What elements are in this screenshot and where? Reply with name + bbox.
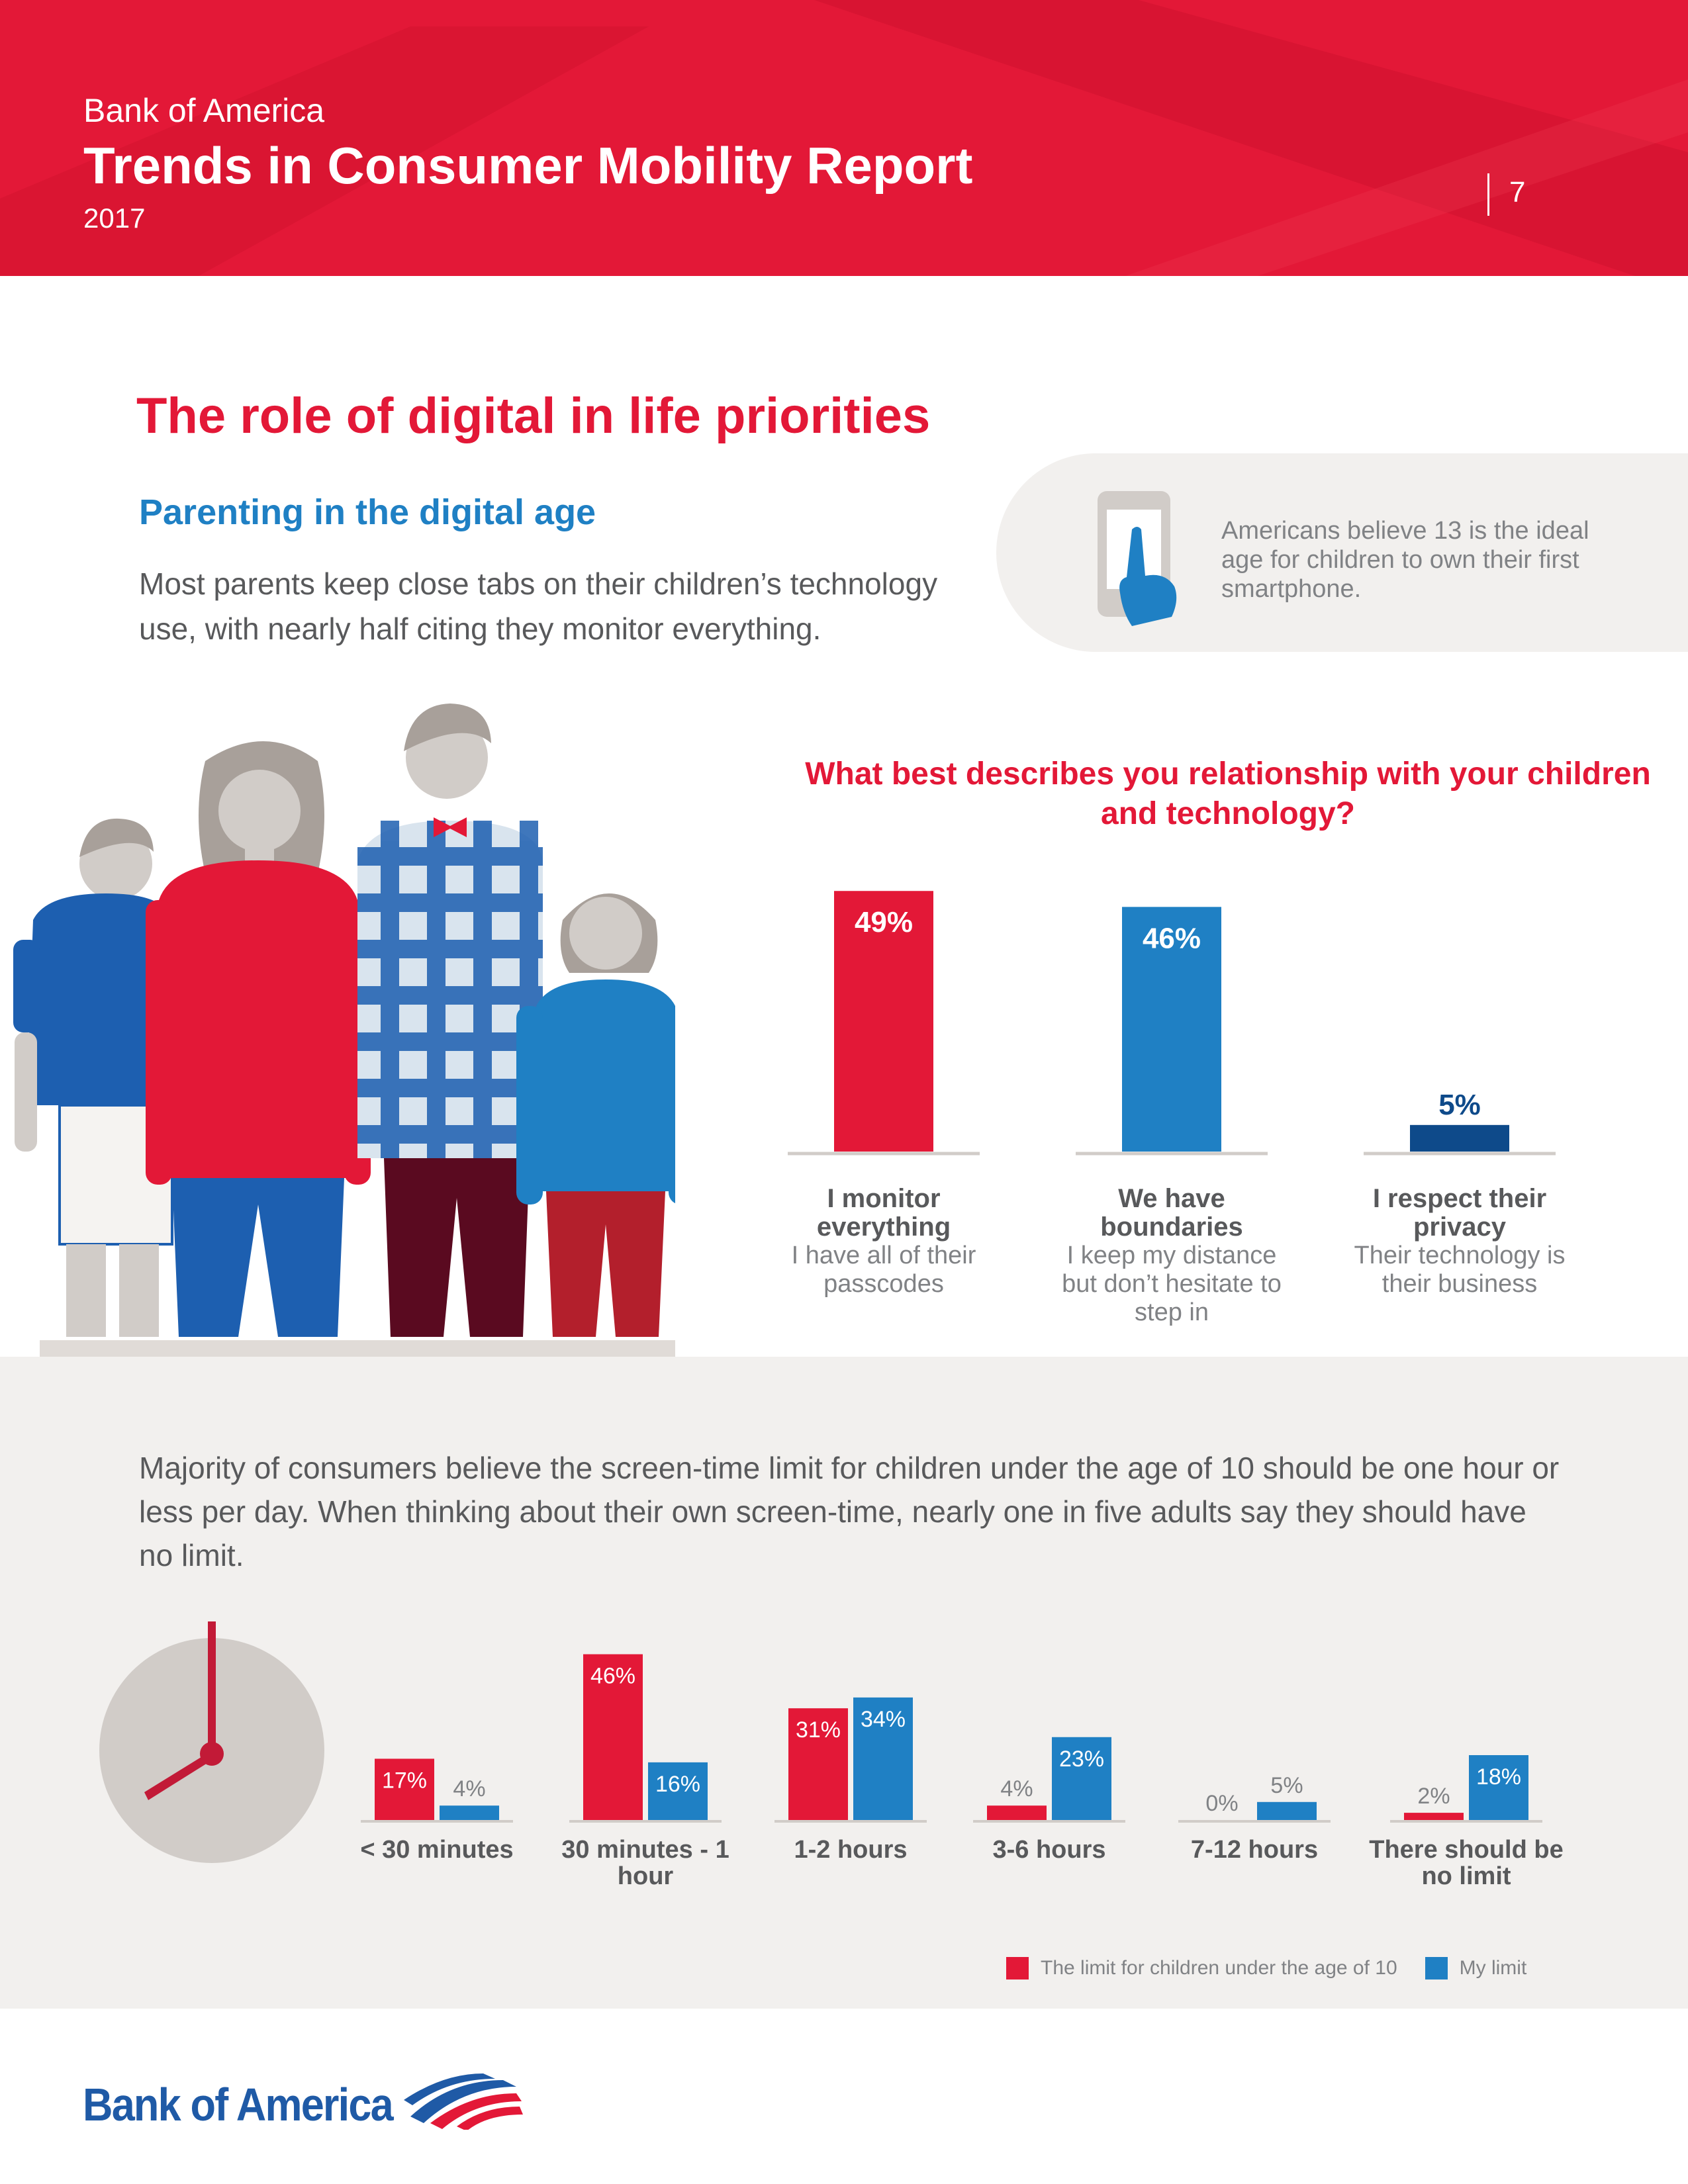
data-label: 18%: [1476, 1764, 1521, 1790]
category-description: Their technology is their business: [1354, 1242, 1566, 1298]
question-bar-chart: 49% 46% 5%: [788, 891, 1556, 1156]
report-year: 2017: [83, 203, 146, 234]
data-label: 46%: [1143, 922, 1201, 954]
data-label: 31%: [796, 1717, 841, 1743]
report-title: Trends in Consumer Mobility Report: [83, 136, 973, 195]
category-label: 1-2 hours: [794, 1836, 908, 1864]
category-label: 7-12 hours: [1190, 1836, 1319, 1864]
screen-time-bar-chart: 17% 4% 46% 16% 31% 34% 4% 23% 0% 5% 2% 18%: [361, 1654, 1542, 1823]
section-subtitle: Parenting in the digital age: [139, 492, 596, 532]
bar: [1257, 1801, 1317, 1820]
category-title: I monitor everything: [816, 1184, 951, 1242]
category-label: We have boundaries I keep my distance but…: [1053, 1185, 1291, 1327]
page-number-divider: [1487, 173, 1489, 216]
father-figure: [357, 704, 543, 1337]
legend-label: The limit for children under the age of …: [1041, 1956, 1397, 1979]
category-title: I respect their privacy: [1372, 1184, 1547, 1242]
data-label: 46%: [590, 1664, 635, 1689]
category-description: I have all of their passcodes: [791, 1242, 976, 1298]
legend-item: The limit for children under the age of …: [1006, 1956, 1397, 1979]
category-title: We have boundaries: [1100, 1184, 1243, 1242]
data-label: 0%: [1205, 1791, 1238, 1816]
bar: [853, 1697, 913, 1820]
legend-swatch: [1425, 1956, 1448, 1979]
data-label: 4%: [1000, 1776, 1033, 1801]
data-label: 23%: [1059, 1747, 1104, 1772]
category-label: 3-6 hours: [992, 1836, 1106, 1864]
category-label: I monitor everything I have all of their …: [765, 1185, 1003, 1298]
data-label: 49%: [855, 906, 913, 938]
bar: [648, 1762, 708, 1820]
legend-item: My limit: [1425, 1956, 1527, 1979]
data-label: 5%: [1270, 1773, 1303, 1798]
data-label: 4%: [453, 1776, 485, 1801]
bar: [1052, 1737, 1111, 1820]
header-brand: Bank of America: [83, 92, 325, 129]
bar: [583, 1654, 643, 1820]
mother-figure: [146, 741, 371, 1337]
data-label: 34%: [861, 1707, 906, 1732]
data-label: 2%: [1417, 1784, 1450, 1809]
bar: [987, 1805, 1047, 1820]
bar: [1122, 907, 1221, 1152]
bar: [1404, 1813, 1464, 1820]
clock-icon: [99, 1621, 324, 1863]
category-label: I respect their privacy Their technology …: [1340, 1185, 1579, 1298]
footer-logo-text: Bank of America: [83, 2079, 394, 2130]
smartphone-hand-icon: [1098, 491, 1177, 626]
bar: [375, 1758, 434, 1820]
legend-swatch: [1006, 1956, 1029, 1979]
category-description: I keep my distance but don’t hesitate to…: [1062, 1242, 1282, 1326]
bar: [1410, 1124, 1509, 1152]
callout-text: Americans believe 13 is the ideal age fo…: [1221, 517, 1589, 603]
data-label: 17%: [382, 1768, 427, 1793]
family-illustration: [13, 704, 675, 1360]
category-label: There should be no limit: [1369, 1836, 1564, 1890]
data-label: 16%: [655, 1772, 700, 1797]
bar: [440, 1805, 499, 1820]
bar: [788, 1708, 848, 1820]
intro-paragraph: Most parents keep close tabs on their ch…: [139, 567, 938, 646]
category-label: 30 minutes - 1 hour: [561, 1836, 729, 1890]
legend-label: My limit: [1459, 1956, 1527, 1979]
header-ribbon-graphic: [0, 0, 1688, 276]
page-number: 7: [1509, 176, 1526, 208]
boy-figure: [13, 818, 173, 1337]
section-title: The role of digital in life priorities: [136, 388, 931, 444]
bar: [834, 891, 933, 1152]
girl-figure: [516, 893, 675, 1337]
report-header: [0, 0, 1688, 276]
data-label: 5%: [1438, 1089, 1481, 1121]
bar: [1469, 1754, 1528, 1820]
chart-legend: The limit for children under the age of …: [1006, 1956, 1554, 1979]
bank-flag-logo-icon: [404, 2073, 523, 2130]
category-label: < 30 minutes: [360, 1836, 514, 1864]
screen-time-paragraph: Majority of consumers believe the screen…: [139, 1451, 1560, 1572]
question-chart-title: What best describes you relationship wit…: [805, 756, 1651, 831]
